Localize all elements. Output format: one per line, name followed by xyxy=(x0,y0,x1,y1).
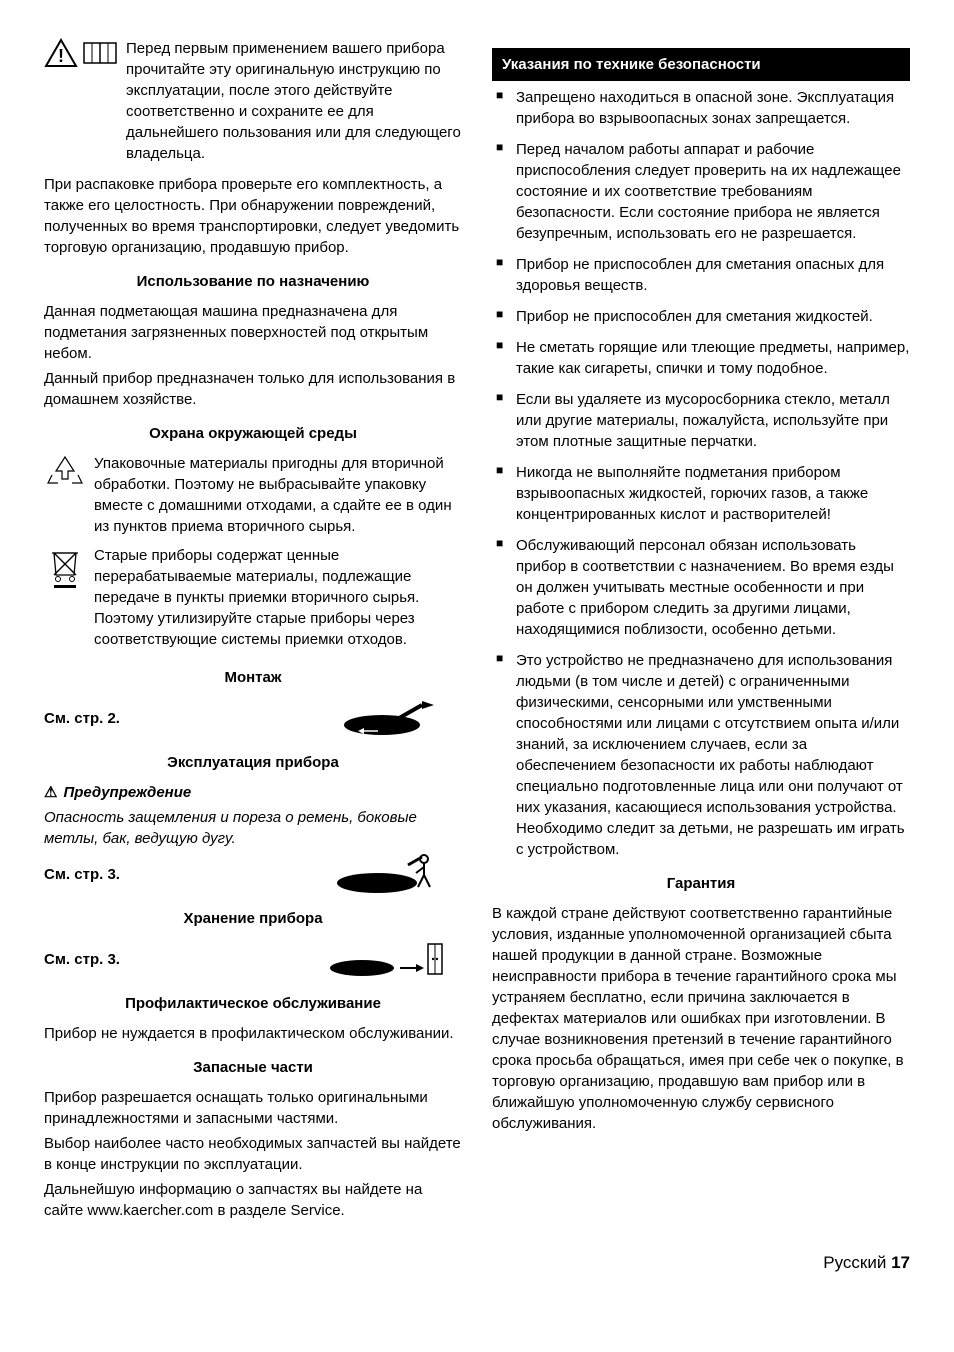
safety-item: Прибор не приспособлен для сметания жидк… xyxy=(492,306,910,327)
usage-text-2: Данный прибор предназначен только для ис… xyxy=(44,368,462,410)
heading-safety: Указания по технике безопасности xyxy=(492,48,910,81)
storage-diagram-icon xyxy=(322,938,462,980)
env-block-1: Упаковочные материалы пригодны для втори… xyxy=(44,453,462,541)
intro-block: ! Перед первым применением вашего прибор… xyxy=(44,38,462,168)
heading-environment: Охрана окружающей среды xyxy=(44,420,462,447)
mount-diagram-icon xyxy=(322,697,462,739)
safety-list: Запрещено находиться в опасной зоне. Экс… xyxy=(492,87,910,860)
safety-item: Прибор не приспособлен для сметания опас… xyxy=(492,254,910,296)
see-page-3b: См. стр. 3. xyxy=(44,949,120,970)
safety-item: Обслуживающий персонал обязан использова… xyxy=(492,535,910,640)
heading-usage: Использование по назначению xyxy=(44,268,462,295)
intro-text-1: Перед первым применением вашего прибора … xyxy=(126,38,462,164)
recycle-icon xyxy=(44,453,86,497)
right-column: Указания по технике безопасности Запреще… xyxy=(492,38,910,1225)
parts-text-1: Прибор разрешается оснащать только ориги… xyxy=(44,1087,462,1129)
heading-warranty: Гарантия xyxy=(492,870,910,897)
heading-storage: Хранение прибора xyxy=(44,905,462,932)
heading-mount: Монтаж xyxy=(44,664,462,691)
env-text-2: Старые приборы содержат ценные перерабат… xyxy=(94,545,462,650)
heading-operate: Эксплуатация прибора xyxy=(44,749,462,776)
safety-item: Если вы удаляете из мусоросборника стекл… xyxy=(492,389,910,452)
heading-spare-parts: Запасные части xyxy=(44,1054,462,1081)
heading-maintenance: Профилактическое обслуживание xyxy=(44,990,462,1017)
safety-item: Не сметать горящие или тлеющие предметы,… xyxy=(492,337,910,379)
footer-page-number: 17 xyxy=(891,1253,910,1272)
footer-language: Русский xyxy=(823,1253,886,1272)
operate-diagram-icon xyxy=(322,853,462,895)
safety-item: Перед началом работы аппарат и рабочие п… xyxy=(492,139,910,244)
safety-item: Запрещено находиться в опасной зоне. Экс… xyxy=(492,87,910,129)
see-page-3a: См. стр. 3. xyxy=(44,864,120,885)
left-column: ! Перед первым применением вашего прибор… xyxy=(44,38,462,1225)
parts-text-2: Выбор наиболее часто необходимых запчаст… xyxy=(44,1133,462,1175)
see-page-2: См. стр. 2. xyxy=(44,708,120,729)
env-block-2: Старые приборы содержат ценные перерабат… xyxy=(44,545,462,654)
safety-item: Никогда не выполняйте подметания приборо… xyxy=(492,462,910,525)
warning-label: Предупреждение xyxy=(44,782,462,803)
safety-item: Это устройство не предназначено для испо… xyxy=(492,650,910,860)
manual-book-icon xyxy=(82,39,118,73)
usage-text-1: Данная подметающая машина предназначена … xyxy=(44,301,462,364)
svg-text:!: ! xyxy=(58,46,64,66)
warning-triangle-icon: ! xyxy=(44,38,78,74)
env-text-1: Упаковочные материалы пригодны для втори… xyxy=(94,453,462,537)
warranty-text: В каждой стране действуют соответственно… xyxy=(492,903,910,1134)
weee-bin-icon xyxy=(44,545,86,595)
intro-text-2: При распаковке прибора проверьте его ком… xyxy=(44,174,462,258)
maintenance-text: Прибор не нуждается в профилактическом о… xyxy=(44,1023,462,1044)
warning-text: Опасность защемления и пореза о ремень, … xyxy=(44,807,462,849)
parts-text-3: Дальнейшую информацию о запчастях вы най… xyxy=(44,1179,462,1221)
page-footer: Русский 17 xyxy=(44,1251,910,1275)
